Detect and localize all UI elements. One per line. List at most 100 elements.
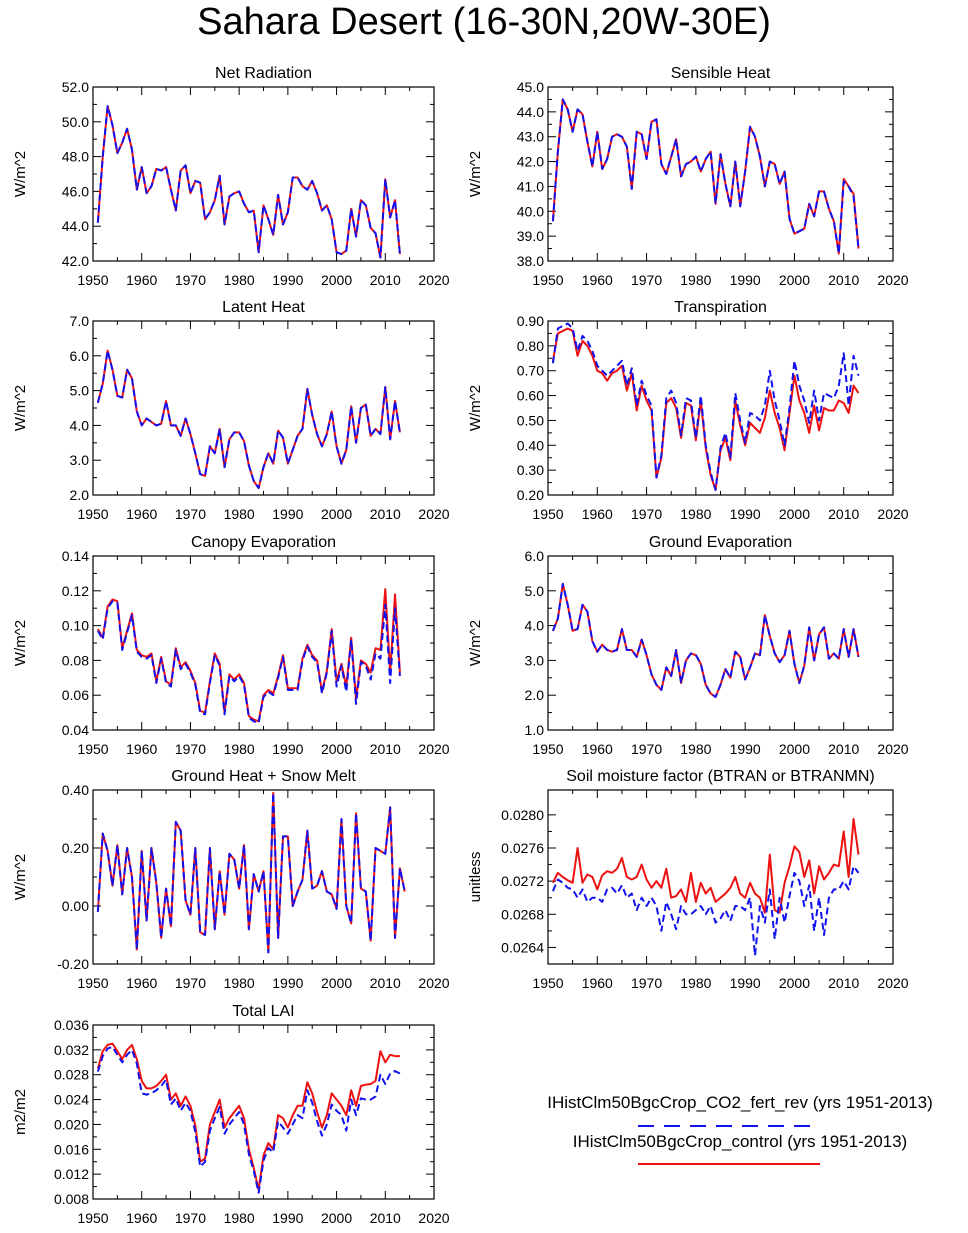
x-tick-label: 2020 [877, 975, 908, 991]
x-tick-label: 1950 [77, 741, 108, 757]
x-tick-label: 1970 [631, 741, 662, 757]
x-tick-label: 1960 [126, 741, 157, 757]
panel-total-lai: Total LAI m2/m2 1950 1960 1970 1980 1990 2000 20… [12, 1003, 450, 1226]
y-tick-label: 0.40 [517, 437, 544, 453]
y-tick-label: 0.60 [517, 388, 544, 404]
x-tick-label: 1970 [175, 506, 206, 522]
panel-title: Sensible Heat [671, 65, 771, 82]
x-tick-label: 1990 [730, 975, 761, 991]
y-tick-label: 0.008 [54, 1191, 89, 1207]
x-tick-label: 1960 [582, 975, 613, 991]
y-tick-label: 5.0 [70, 383, 90, 399]
panel-soil-moisture-factor-btran-or-btranmn: Soil moisture factor (BTRAN or BTRANMN) u… [467, 768, 909, 991]
plot-frame [92, 320, 435, 496]
panel-ground-evaporation: Ground Evaporation W/m^2 1950 1960 1970 1980 1… [467, 534, 909, 757]
y-tick-label: 0.016 [54, 1141, 89, 1157]
x-tick-label: 2010 [828, 272, 859, 288]
y-tick-label: 0.036 [54, 1017, 89, 1033]
x-tick-label: 2010 [828, 741, 859, 757]
x-tick-label: 1980 [224, 741, 255, 757]
x-tick-label: 1950 [532, 741, 563, 757]
y-tick-label: 43.0 [517, 129, 544, 145]
x-tick-label: 1990 [730, 506, 761, 522]
x-tick-label: 1960 [582, 506, 613, 522]
panel-title: Net Radiation [215, 65, 312, 82]
y-tick-label: 5.0 [525, 583, 545, 599]
x-tick-label: 2010 [370, 1210, 401, 1226]
x-tick-label: 1970 [175, 1210, 206, 1226]
y-tick-label: 0.0272 [501, 873, 544, 889]
x-tick-label: 1960 [126, 975, 157, 991]
panel-title: Ground Heat + Snow Melt [171, 768, 356, 785]
x-tick-label: 1970 [631, 506, 662, 522]
y-tick-label: 0.032 [54, 1042, 89, 1058]
y-tick-label: 4.0 [525, 618, 545, 634]
y-tick-label: 42.0 [62, 253, 89, 269]
y-tick-label: 0.024 [54, 1092, 89, 1108]
y-tick-label: 0.70 [517, 363, 544, 379]
y-tick-label: 0.012 [54, 1166, 89, 1182]
y-tick-label: 0.00 [62, 898, 89, 914]
panel-title: Canopy Evaporation [191, 534, 336, 551]
x-tick-label: 1950 [77, 506, 108, 522]
y-axis-label: W/m^2 [467, 151, 484, 197]
legend-label-co2-fert-rev: IHistClm50BgcCrop_CO2_fert_rev (yrs 1951… [547, 1093, 933, 1112]
x-tick-label: 1980 [224, 272, 255, 288]
x-tick-label: 1950 [532, 272, 563, 288]
x-tick-label: 2020 [418, 1210, 449, 1226]
x-tick-label: 2020 [877, 741, 908, 757]
series-line-control [551, 98, 860, 255]
x-tick-label: 1990 [272, 272, 303, 288]
legend-label-control: IHistClm50BgcCrop_control (yrs 1951-2013… [573, 1132, 907, 1151]
x-tick-label: 1960 [126, 506, 157, 522]
y-tick-label: 0.06 [62, 687, 89, 703]
x-tick-label: 1990 [730, 741, 761, 757]
plot-frame [92, 1024, 435, 1200]
y-tick-label: 0.50 [517, 412, 544, 428]
y-axis-label: W/m^2 [467, 620, 484, 666]
x-tick-label: 2000 [321, 506, 352, 522]
y-tick-label: 6.0 [70, 348, 90, 364]
y-tick-label: -0.20 [57, 956, 89, 972]
series-line-co2-fert-rev [96, 600, 401, 725]
series-line-control [551, 327, 860, 492]
y-tick-label: 0.20 [517, 487, 544, 503]
x-tick-label: 1970 [631, 975, 662, 991]
x-tick-label: 1960 [126, 1210, 157, 1226]
panel-title: Transpiration [674, 299, 767, 316]
y-tick-label: 48.0 [62, 149, 89, 165]
y-tick-label: 2.0 [525, 687, 545, 703]
x-tick-label: 2010 [370, 272, 401, 288]
x-tick-label: 1990 [730, 272, 761, 288]
series-line-control [96, 105, 401, 259]
x-tick-label: 2010 [828, 506, 859, 522]
x-tick-label: 1980 [224, 506, 255, 522]
y-tick-label: 0.04 [62, 722, 89, 738]
x-tick-label: 1950 [532, 506, 563, 522]
series-line-co2-fert-rev [96, 791, 406, 954]
y-tick-label: 41.0 [517, 178, 544, 194]
series-line-control [552, 582, 860, 698]
x-tick-label: 1950 [77, 272, 108, 288]
y-tick-label: 38.0 [517, 253, 544, 269]
plot-frame [92, 789, 435, 965]
x-tick-label: 1980 [680, 975, 711, 991]
panel-latent-heat: Latent Heat W/m^2 1950 1960 1970 1980 1990 2000… [12, 299, 450, 522]
page-title: Sahara Desert (16-30N,20W-30E) [197, 1, 771, 43]
y-axis-label: W/m^2 [12, 620, 29, 666]
series-line-co2-fert-rev [96, 105, 401, 259]
y-tick-label: 40.0 [517, 203, 544, 219]
y-axis-label: m2/m2 [12, 1089, 29, 1135]
x-tick-label: 2000 [321, 741, 352, 757]
y-tick-label: 0.10 [62, 618, 89, 634]
y-tick-label: 0.90 [517, 313, 544, 329]
panel-transpiration: Transpiration W/m^2 1950 1960 1970 1980 1990 20… [467, 299, 909, 522]
x-tick-label: 1980 [224, 975, 255, 991]
y-tick-label: 0.40 [62, 782, 89, 798]
x-tick-label: 1970 [631, 272, 662, 288]
y-tick-label: 0.12 [62, 583, 89, 599]
y-tick-label: 50.0 [62, 114, 89, 130]
panel-net-radiation: Net Radiation W/m^2 1950 1960 1970 1980 1990 20… [12, 65, 450, 288]
series-line-co2-fert-rev [96, 349, 401, 490]
